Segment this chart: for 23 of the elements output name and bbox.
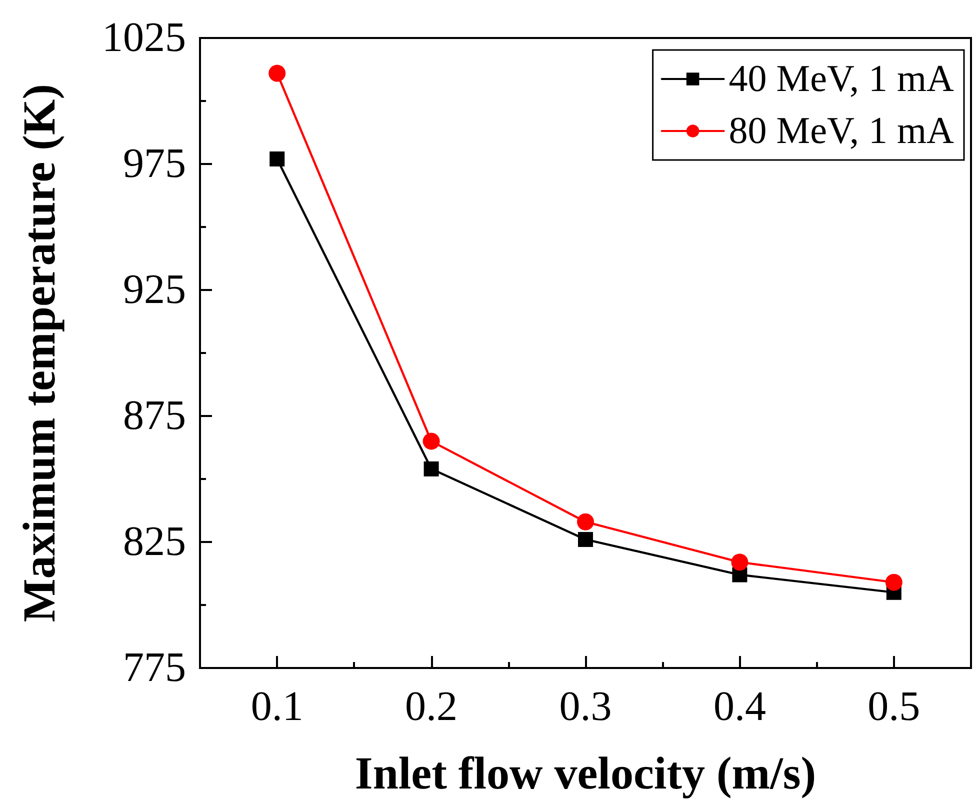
y-tick-label: 825 bbox=[123, 519, 186, 565]
y-tick-label: 925 bbox=[123, 267, 186, 313]
y-tick-label: 1025 bbox=[102, 15, 186, 61]
x-tick-label: 0.3 bbox=[559, 684, 612, 730]
x-axis-title: Inlet flow velocity (m/s) bbox=[354, 748, 816, 798]
legend-label: 80 MeV, 1 mA bbox=[728, 110, 955, 152]
point bbox=[422, 432, 440, 450]
point bbox=[577, 513, 594, 530]
x-tick-label: 0.4 bbox=[713, 684, 766, 730]
y-tick-label: 775 bbox=[123, 645, 186, 691]
point bbox=[885, 574, 902, 591]
y-tick-label: 875 bbox=[123, 393, 186, 439]
legend-label: 40 MeV, 1 mA bbox=[728, 58, 955, 100]
x-tick-label: 0.2 bbox=[405, 684, 458, 730]
point bbox=[578, 532, 593, 547]
point bbox=[268, 64, 286, 82]
point bbox=[270, 151, 285, 166]
x-tick-label: 0.5 bbox=[868, 684, 920, 730]
y-axis-title: Maximum temperature (K) bbox=[14, 84, 64, 622]
x-tick-label: 0.1 bbox=[250, 684, 304, 730]
point bbox=[731, 554, 748, 571]
y-tick-label: 975 bbox=[123, 141, 186, 187]
point bbox=[424, 461, 439, 476]
